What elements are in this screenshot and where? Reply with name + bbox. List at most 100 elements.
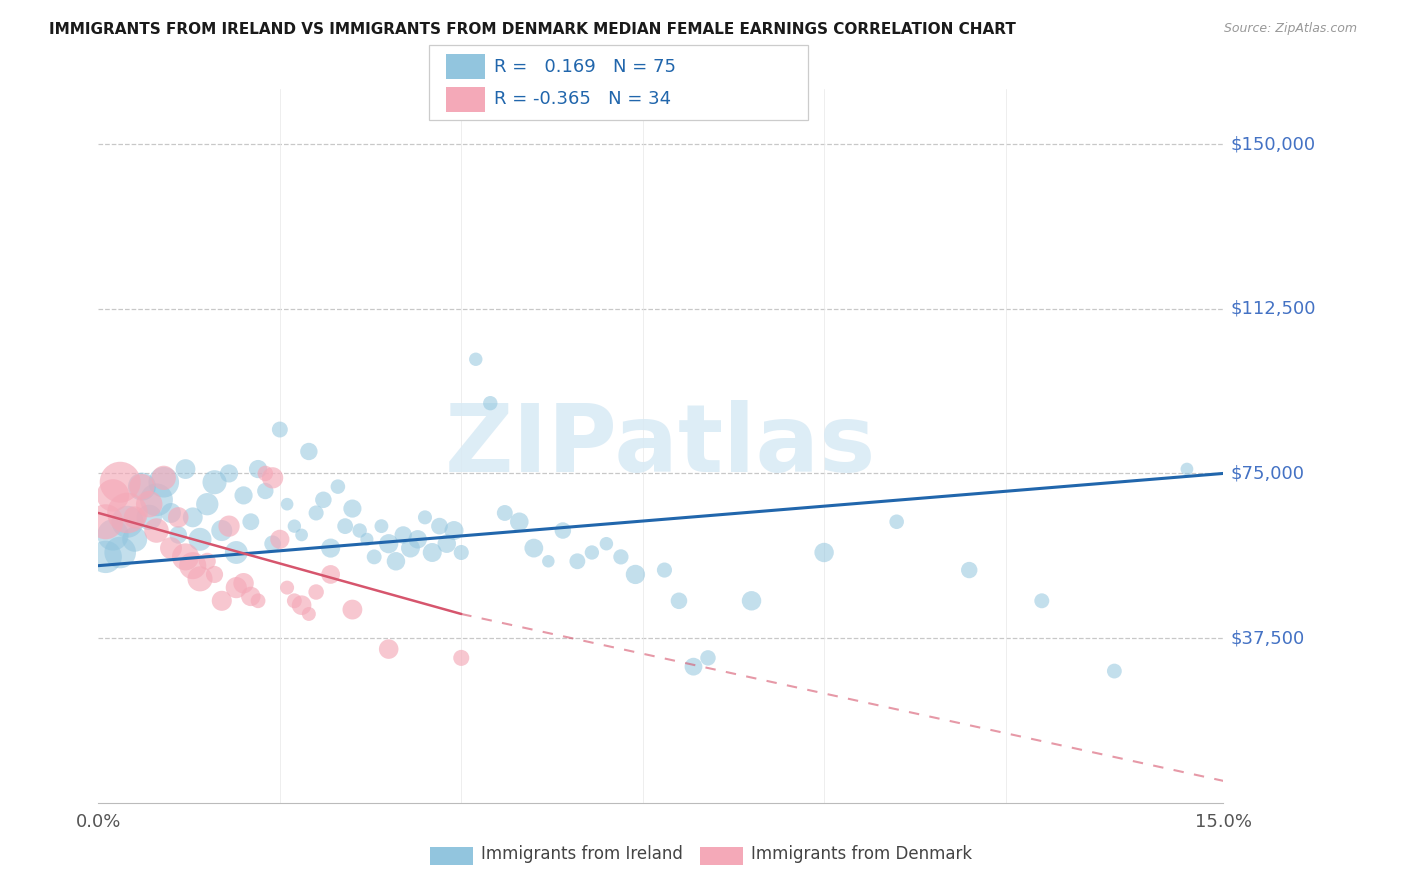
Point [377, 537, 399, 551]
Point [218, 519, 240, 533]
Point [269, 423, 291, 437]
Point [239, 590, 262, 604]
Point [377, 642, 399, 657]
Point [668, 594, 690, 608]
Point [537, 554, 560, 568]
Point [356, 533, 378, 547]
Point [211, 524, 233, 538]
Point [319, 541, 342, 555]
Point [262, 537, 284, 551]
FancyBboxPatch shape [430, 847, 472, 865]
Text: Source: ZipAtlas.com: Source: ZipAtlas.com [1223, 22, 1357, 36]
Point [370, 519, 392, 533]
Point [450, 545, 472, 559]
Point [117, 506, 139, 520]
Point [160, 541, 183, 555]
Point [436, 537, 458, 551]
Point [225, 545, 247, 559]
Point [479, 396, 502, 410]
Point [131, 480, 153, 494]
Point [195, 554, 218, 568]
Point [1175, 462, 1198, 476]
Point [269, 533, 291, 547]
Point [276, 581, 298, 595]
Point [145, 524, 167, 538]
Point [232, 576, 254, 591]
Point [1104, 664, 1126, 678]
Point [160, 506, 183, 520]
Text: Immigrants from Ireland: Immigrants from Ireland [481, 846, 683, 863]
Text: R =   0.169   N = 75: R = 0.169 N = 75 [494, 58, 675, 76]
Point [406, 533, 429, 547]
Point [138, 497, 160, 511]
Point [218, 467, 240, 481]
Point [138, 510, 160, 524]
Point [813, 545, 835, 559]
Point [101, 488, 124, 502]
Text: IMMIGRANTS FROM IRELAND VS IMMIGRANTS FROM DENMARK MEDIAN FEMALE EARNINGS CORREL: IMMIGRANTS FROM IRELAND VS IMMIGRANTS FR… [49, 22, 1017, 37]
Point [167, 528, 190, 542]
Point [188, 533, 211, 547]
Point [464, 352, 486, 367]
Text: Immigrants from Denmark: Immigrants from Denmark [751, 846, 972, 863]
Point [131, 480, 153, 494]
Point [450, 651, 472, 665]
Point [385, 554, 408, 568]
Point [957, 563, 980, 577]
Text: R = -0.365   N = 34: R = -0.365 N = 34 [494, 90, 671, 108]
Point [124, 533, 146, 547]
Point [108, 475, 131, 490]
Point [283, 519, 305, 533]
Point [363, 549, 385, 564]
Point [188, 572, 211, 586]
Point [610, 549, 633, 564]
Point [420, 545, 443, 559]
Point [167, 510, 190, 524]
Point [247, 594, 270, 608]
Point [567, 554, 589, 568]
Point [94, 515, 117, 529]
Point [349, 524, 371, 538]
Point [305, 585, 328, 599]
Point [595, 537, 617, 551]
Point [181, 558, 204, 573]
Point [211, 594, 233, 608]
Point [117, 515, 139, 529]
Text: $75,000: $75,000 [1230, 465, 1305, 483]
Text: $112,500: $112,500 [1230, 300, 1316, 318]
Point [413, 510, 436, 524]
Point [101, 528, 124, 542]
Point [697, 651, 720, 665]
Point [145, 492, 167, 507]
Point [305, 506, 328, 520]
Point [494, 506, 516, 520]
Point [254, 467, 277, 481]
Point [326, 480, 349, 494]
Point [181, 510, 204, 524]
Point [195, 497, 218, 511]
Point [291, 598, 314, 612]
Point [174, 549, 197, 564]
Point [392, 528, 415, 542]
Point [283, 594, 305, 608]
Point [333, 519, 356, 533]
Point [174, 462, 197, 476]
Point [108, 545, 131, 559]
Point [94, 549, 117, 564]
Point [508, 515, 530, 529]
Point [254, 483, 277, 498]
Point [443, 524, 465, 538]
Point [886, 515, 908, 529]
Point [232, 488, 254, 502]
Text: $150,000: $150,000 [1230, 135, 1316, 153]
Point [523, 541, 546, 555]
Point [624, 567, 647, 582]
Point [124, 510, 146, 524]
Point [262, 471, 284, 485]
Point [225, 581, 247, 595]
Point [312, 492, 335, 507]
Text: ZIPatlas: ZIPatlas [446, 400, 876, 492]
Point [399, 541, 422, 555]
Point [342, 602, 364, 616]
Point [342, 501, 364, 516]
